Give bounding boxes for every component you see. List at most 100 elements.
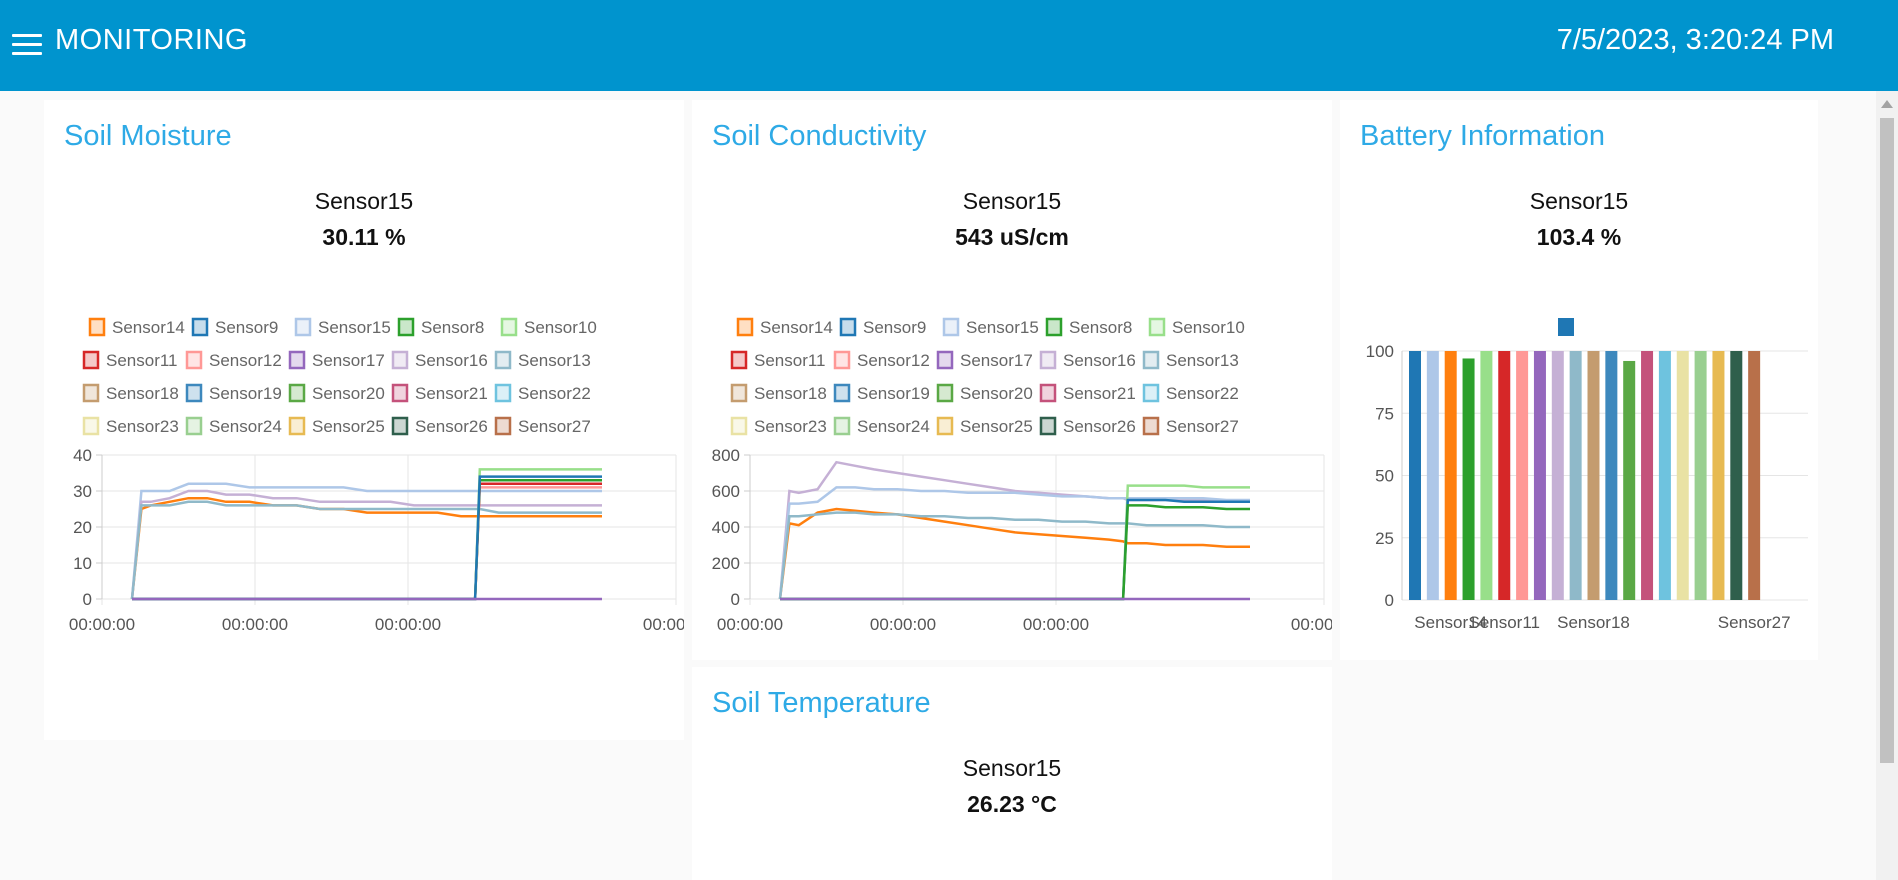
legend-label: Sensor16 (1063, 351, 1136, 370)
gauge-sensor-name: Sensor15 (1529, 188, 1629, 214)
legend-label: Sensor26 (415, 417, 488, 436)
gauge-value: 26.23 °C (967, 791, 1057, 817)
legend-swatch (494, 416, 512, 436)
top-bar: MONITORING 7/5/2023, 3:20:24 PM (0, 0, 1898, 91)
legend-label: Sensor10 (1172, 318, 1245, 337)
y-tick-label: 10 (73, 554, 92, 573)
gauge-sensor-name: Sensor15 (962, 188, 1062, 214)
legend-swatch (82, 383, 100, 403)
legend-swatch (494, 350, 512, 370)
bar-sensor15 (1426, 351, 1439, 600)
bar-sensor20 (1623, 360, 1636, 600)
bar-sensor9 (1409, 351, 1421, 600)
series-line-sensor10 (132, 468, 602, 601)
series-line-sensor16 (130, 489, 602, 600)
y-tick-label: 30 (73, 482, 92, 501)
legend-label: Sensor12 (209, 351, 282, 370)
legend-swatch (1142, 416, 1160, 436)
bar-sensor14 (1444, 351, 1457, 600)
soil-conductivity-card: Soil Conductivity Sensor15 543 uS/cm Sen… (692, 100, 1332, 660)
soil-moisture-card: Soil Moisture Sensor15 30.11 % Sensor14 S… (44, 100, 684, 740)
x-tick-label: 00:00:00 (1023, 615, 1089, 634)
legend-label: Sensor18 (106, 384, 179, 403)
x-tick-label: 00:00:00 (1291, 615, 1332, 634)
legend-swatch (294, 317, 312, 337)
bar-sensor19 (1605, 351, 1618, 600)
y-tick-label: 400 (712, 518, 740, 537)
legend-swatch (730, 383, 748, 403)
series-line-sensor13 (778, 511, 1250, 600)
series-line-sensor13 (130, 500, 602, 600)
legend-swatch (1142, 383, 1160, 403)
y-tick-label: 800 (712, 446, 740, 465)
scroll-up-arrow-icon[interactable] (1881, 100, 1893, 108)
legend-swatch (397, 317, 415, 337)
legend-swatch (288, 416, 306, 436)
y-tick-label: 20 (73, 518, 92, 537)
series-line-sensor15 (778, 486, 1250, 600)
legend-swatch (185, 416, 203, 436)
bar-sensor25 (1712, 351, 1725, 600)
legend-swatch (288, 383, 306, 403)
legend-label: Sensor20 (960, 384, 1033, 403)
legend-label: Sensor21 (1063, 384, 1136, 403)
bar-sensor23 (1676, 351, 1689, 600)
legend-label: Sensor10 (524, 318, 597, 337)
y-tick-label: 50 (1375, 467, 1394, 486)
y-tick-label: 40 (73, 446, 92, 465)
moisture-line-chart: Sensor14 Sensor9 Sensor15 Sensor8 Sensor10 Se… (69, 317, 684, 634)
series-line-sensor14 (778, 507, 1250, 600)
bar-sensor16 (1551, 351, 1564, 600)
legend-swatch (833, 350, 851, 370)
legend-label: Sensor11 (106, 351, 178, 370)
legend-label: Sensor14 (112, 318, 185, 337)
legend-label: Sensor20 (312, 384, 385, 403)
y-tick-label: 200 (712, 554, 740, 573)
bar-sensor8 (1462, 358, 1475, 600)
legend-label: Sensor25 (312, 417, 385, 436)
card-title: Soil Moisture (64, 120, 232, 152)
y-tick-label: 0 (731, 590, 740, 609)
legend-swatch (839, 317, 857, 337)
legend-swatch (936, 383, 954, 403)
app-title: MONITORING (55, 24, 248, 56)
legend-label: Sensor13 (1166, 351, 1239, 370)
legend-label: Sensor15 (318, 318, 391, 337)
legend-label: Sensor22 (518, 384, 591, 403)
y-tick-label: 600 (712, 482, 740, 501)
legend-swatch (1039, 383, 1057, 403)
series-line-sensor9 (780, 498, 1250, 601)
legend-label: Sensor19 (209, 384, 282, 403)
legend-label: Sensor15 (966, 318, 1039, 337)
x-tick-label: 00:00:00 (375, 615, 441, 634)
legend-swatch (500, 317, 518, 337)
legend-swatch (88, 317, 106, 337)
card-title: Soil Conductivity (712, 120, 927, 152)
legend-label: Sensor24 (209, 417, 282, 436)
scrollbar-thumb[interactable] (1880, 118, 1894, 763)
y-tick-label: 0 (83, 590, 92, 609)
legend-label: Sensor19 (857, 384, 930, 403)
legend-swatch (191, 317, 209, 337)
legend-label: Sensor27 (1166, 417, 1239, 436)
bar-sensor22 (1658, 351, 1671, 600)
legend-swatch (185, 383, 203, 403)
gauge-sensor-name: Sensor15 (314, 188, 414, 214)
bar-sensor18 (1587, 351, 1600, 600)
legend-swatch (288, 350, 306, 370)
y-tick-label: 100 (1366, 342, 1394, 361)
gauge-value: 543 uS/cm (955, 224, 1069, 250)
gauge-value: 30.11 % (322, 224, 406, 250)
legend-swatch (1142, 350, 1160, 370)
legend-swatch (391, 416, 409, 436)
legend-label: Sensor24 (857, 417, 930, 436)
bar-sensor12 (1516, 351, 1529, 600)
legend-label: Sensor9 (215, 318, 278, 337)
soil-temperature-card: Soil Temperature Sensor15 26.23 °C (692, 667, 1332, 880)
legend-swatch (942, 317, 960, 337)
series-line-sensor16 (778, 460, 1250, 600)
legend-label: Sensor16 (415, 351, 488, 370)
legend-label: Sensor17 (312, 351, 385, 370)
hamburger-menu-icon[interactable] (12, 34, 42, 58)
legend-swatch (82, 350, 100, 370)
